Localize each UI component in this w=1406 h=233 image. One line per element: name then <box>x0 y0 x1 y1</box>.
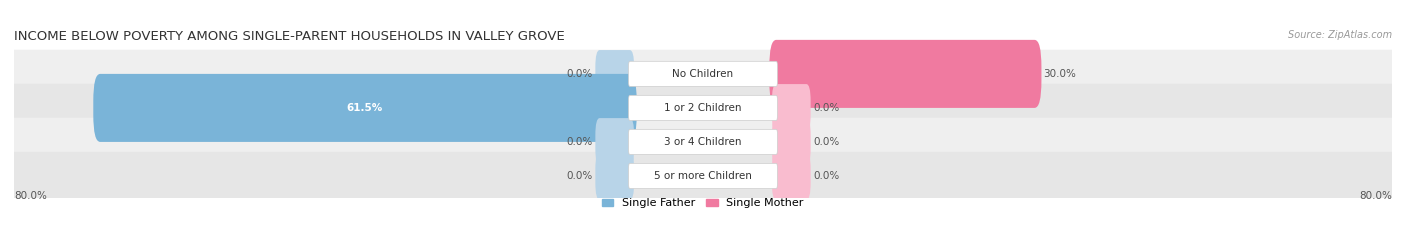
Text: 0.0%: 0.0% <box>567 69 593 79</box>
Text: Source: ZipAtlas.com: Source: ZipAtlas.com <box>1288 30 1392 40</box>
Text: 61.5%: 61.5% <box>347 103 382 113</box>
Text: 0.0%: 0.0% <box>813 103 839 113</box>
Legend: Single Father, Single Mother: Single Father, Single Mother <box>598 194 808 213</box>
FancyBboxPatch shape <box>595 118 634 166</box>
FancyBboxPatch shape <box>11 84 1395 132</box>
FancyBboxPatch shape <box>595 152 634 200</box>
Text: INCOME BELOW POVERTY AMONG SINGLE-PARENT HOUSEHOLDS IN VALLEY GROVE: INCOME BELOW POVERTY AMONG SINGLE-PARENT… <box>14 30 565 43</box>
Text: 1 or 2 Children: 1 or 2 Children <box>664 103 742 113</box>
FancyBboxPatch shape <box>772 84 811 132</box>
FancyBboxPatch shape <box>93 74 637 142</box>
FancyBboxPatch shape <box>11 152 1395 200</box>
FancyBboxPatch shape <box>11 50 1395 98</box>
FancyBboxPatch shape <box>628 95 778 120</box>
FancyBboxPatch shape <box>772 152 811 200</box>
FancyBboxPatch shape <box>628 129 778 154</box>
FancyBboxPatch shape <box>772 118 811 166</box>
Text: 0.0%: 0.0% <box>813 171 839 181</box>
Text: 3 or 4 Children: 3 or 4 Children <box>664 137 742 147</box>
Text: No Children: No Children <box>672 69 734 79</box>
FancyBboxPatch shape <box>769 40 1042 108</box>
Text: 30.0%: 30.0% <box>1043 69 1076 79</box>
Text: 5 or more Children: 5 or more Children <box>654 171 752 181</box>
Text: 0.0%: 0.0% <box>567 137 593 147</box>
Text: 80.0%: 80.0% <box>1360 191 1392 201</box>
Text: 80.0%: 80.0% <box>14 191 46 201</box>
Text: 0.0%: 0.0% <box>813 137 839 147</box>
FancyBboxPatch shape <box>628 163 778 188</box>
FancyBboxPatch shape <box>11 118 1395 166</box>
FancyBboxPatch shape <box>628 61 778 86</box>
Text: 0.0%: 0.0% <box>567 171 593 181</box>
FancyBboxPatch shape <box>595 50 634 98</box>
